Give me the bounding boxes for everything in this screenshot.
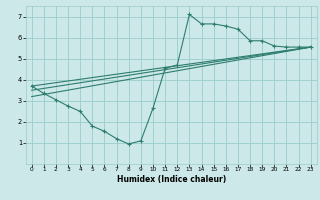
- X-axis label: Humidex (Indice chaleur): Humidex (Indice chaleur): [116, 175, 226, 184]
